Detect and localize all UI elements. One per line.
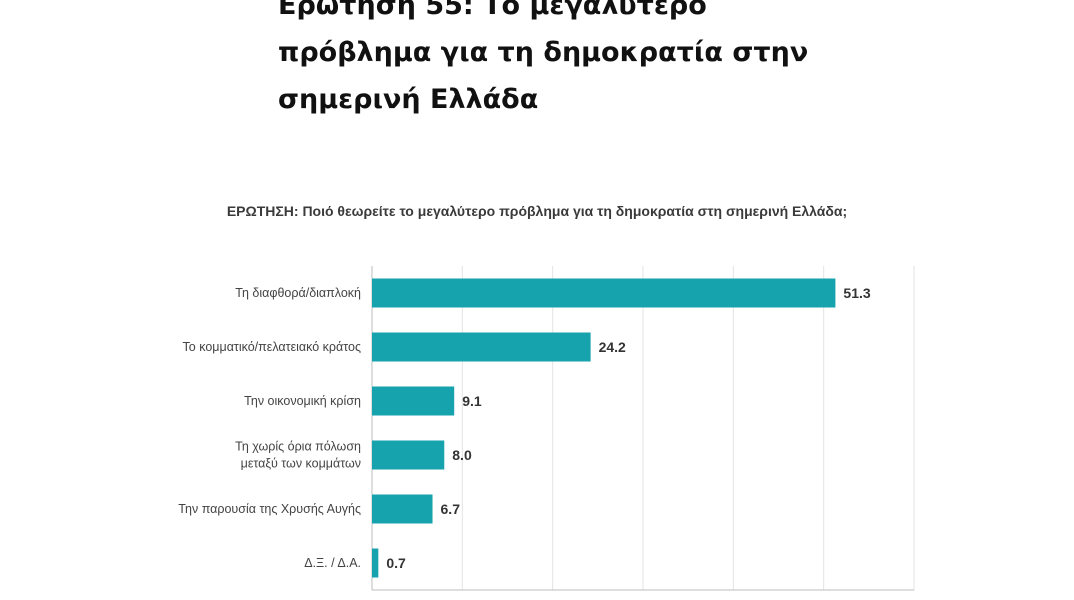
category-label: Δ.Ξ. / Δ.Α. bbox=[304, 556, 361, 570]
heading-line-2: πρόβλημα για τη δημοκρατία στην bbox=[278, 37, 809, 68]
data-label: 6.7 bbox=[441, 501, 461, 517]
bar bbox=[372, 440, 445, 470]
category-label: Τη διαφθορά/διαπλοκή bbox=[235, 286, 361, 300]
category-label-line: Τη διαφθορά/διαπλοκή bbox=[235, 286, 361, 300]
data-label: 9.1 bbox=[462, 393, 482, 409]
bar bbox=[372, 548, 379, 578]
data-label: 24.2 bbox=[599, 339, 626, 355]
category-label: Την παρουσία της Χρυσής Αυγής bbox=[178, 502, 361, 516]
category-label-line: Δ.Ξ. / Δ.Α. bbox=[304, 556, 361, 570]
chart-title: ΕΡΩΤΗΣΗ: Ποιό θεωρείτε το μεγαλύτερο πρό… bbox=[226, 203, 848, 219]
category-label-line: μεταξύ των κομμάτων bbox=[241, 457, 361, 471]
page-heading: Ερώτηση 55: Το μεγαλύτερο πρόβλημα για τ… bbox=[278, 0, 838, 123]
bar bbox=[372, 494, 433, 524]
category-label: Το κομματικό/πελατειακό κράτος bbox=[183, 340, 361, 354]
bar bbox=[372, 332, 591, 362]
bar bbox=[372, 386, 455, 416]
category-label-line: Την οικονομική κρίση bbox=[244, 394, 361, 408]
heading-line-1: Ερώτηση 55: Το μεγαλύτερο bbox=[278, 0, 707, 21]
data-label: 8.0 bbox=[452, 447, 472, 463]
bar bbox=[372, 278, 836, 308]
category-label: Τη χωρίς όρια πόλωση μεταξύ των κομμάτων bbox=[235, 440, 361, 471]
category-label-line: Το κομματικό/πελατειακό κράτος bbox=[183, 340, 361, 354]
data-label: 51.3 bbox=[843, 285, 870, 301]
category-label-line: Την παρουσία της Χρυσής Αυγής bbox=[178, 502, 361, 516]
category-label-line: Τη χωρίς όρια πόλωση bbox=[235, 440, 361, 454]
data-label: 0.7 bbox=[386, 555, 406, 571]
category-label: Την οικονομική κρίση bbox=[244, 394, 361, 408]
heading-line-3: σημερινή Ελλάδα bbox=[278, 84, 539, 115]
